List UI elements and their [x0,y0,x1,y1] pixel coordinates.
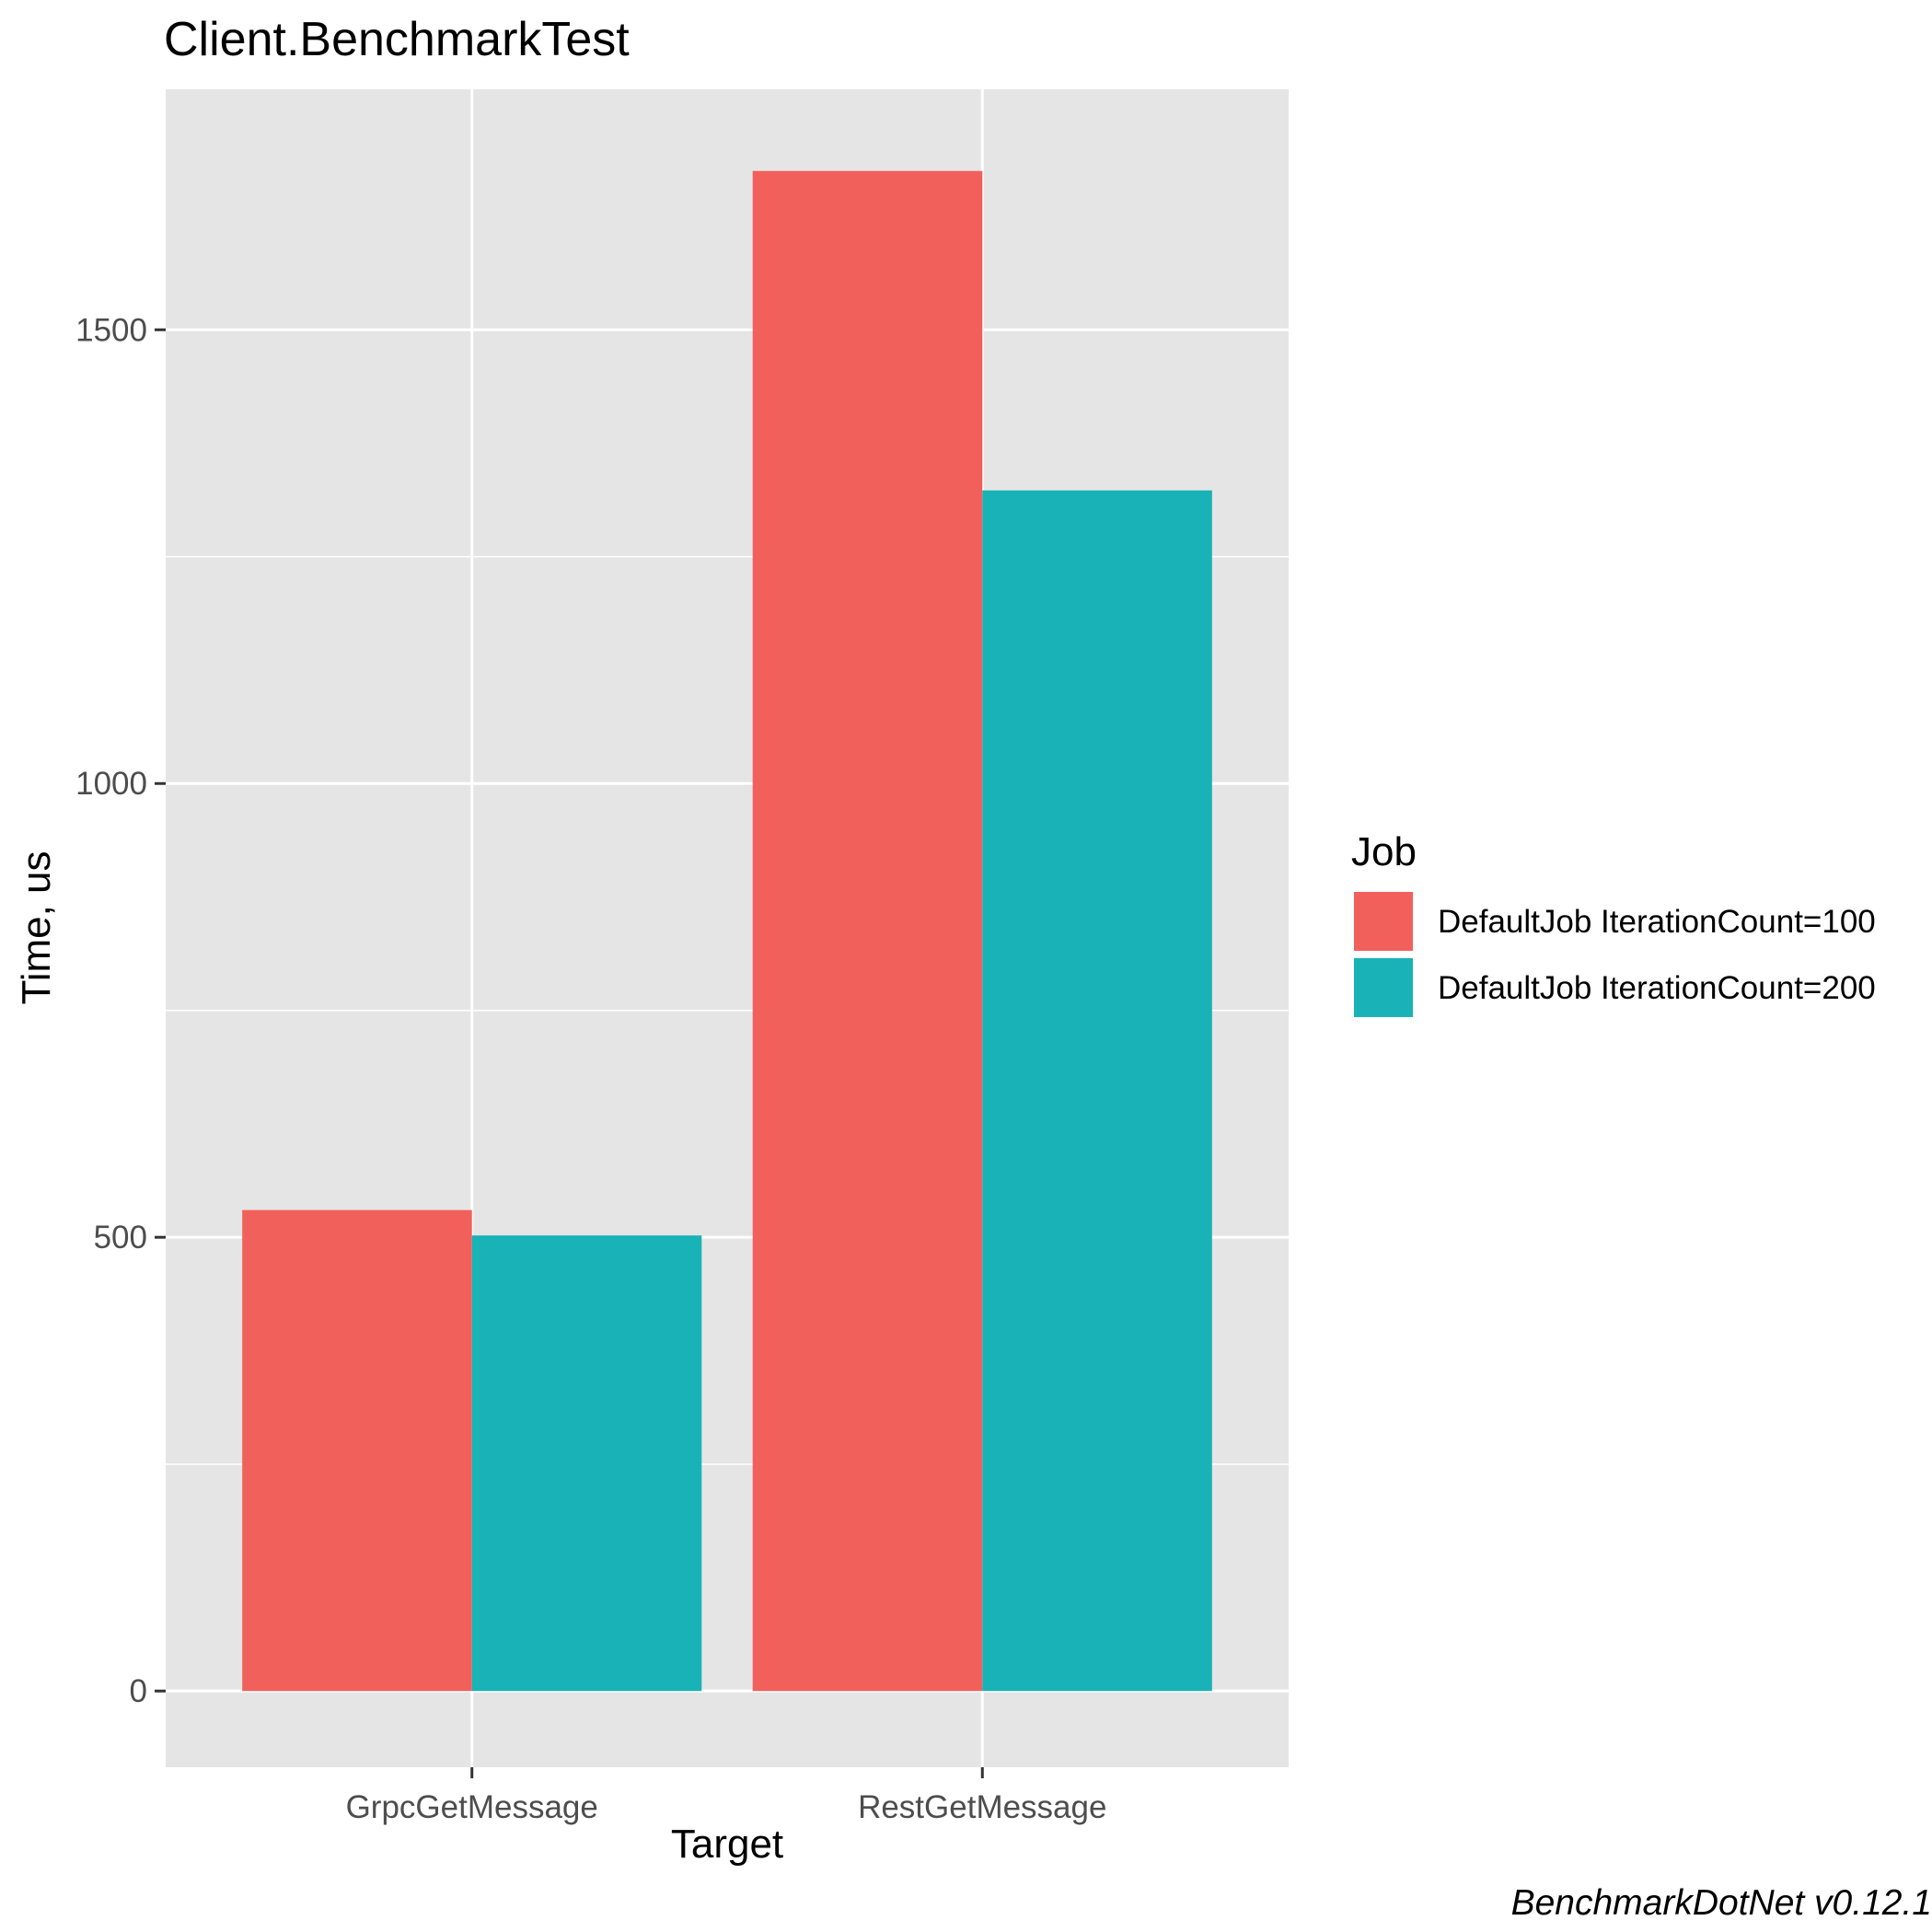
legend-swatch [1352,890,1415,953]
legend-title: Job [1351,829,1417,874]
bar [471,1235,702,1692]
y-tick-label: 500 [94,1220,147,1255]
bar [982,490,1212,1692]
x-axis: GrpcGetMessage RestGetMessage [346,1767,1106,1825]
y-axis: 0 500 1000 1500 [75,312,166,1709]
x-tick-label: RestGetMessage [858,1789,1106,1825]
legend-items: DefaultJob IterationCount=100 DefaultJob … [1352,890,1876,1019]
legend-swatch [1352,956,1415,1019]
chart-title: Client.BenchmarkTest [164,13,630,66]
caption: BenchmarkDotNet v0.12.1 [1511,1883,1932,1923]
bar [752,170,983,1692]
x-axis-title: Target [671,1822,783,1867]
y-tick-label: 1500 [75,312,147,348]
legend-label: DefaultJob IterationCount=100 [1438,904,1876,940]
x-tick-label: GrpcGetMessage [346,1789,598,1825]
bars [242,170,1212,1692]
y-tick-label: 0 [130,1673,147,1709]
legend-label: DefaultJob IterationCount=200 [1438,970,1876,1006]
y-axis-title: Time, us [14,850,59,1004]
legend: Job DefaultJob IterationCount=100Default… [1351,829,1876,1019]
y-tick-label: 1000 [75,766,147,802]
bar [242,1209,472,1692]
